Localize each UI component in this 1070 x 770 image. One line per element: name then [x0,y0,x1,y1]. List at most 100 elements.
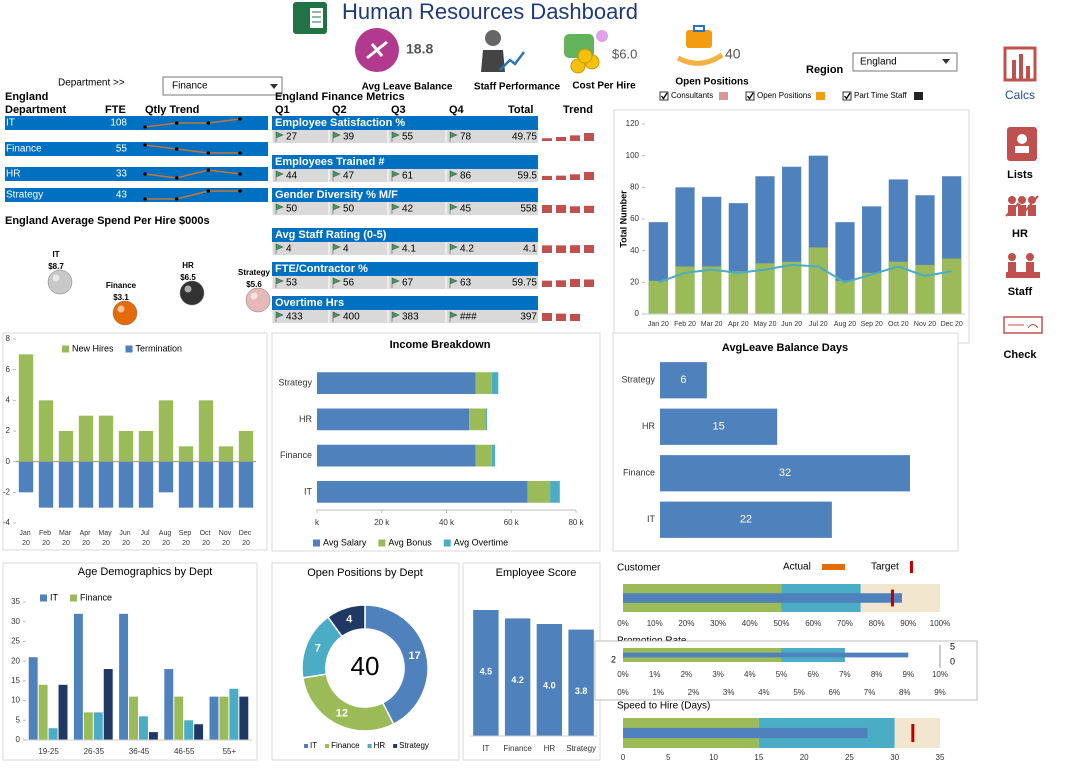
sparkline [144,169,241,179]
bar [209,696,219,740]
kpi-label: Cost Per Hire [572,81,636,92]
legend-swatch [40,594,47,602]
x-tick-label: Dec 20 [941,321,963,328]
data-label: 12 [336,707,348,719]
nav-icon [1028,205,1036,216]
metric-value: 53 [286,278,298,289]
sparkline-point [143,143,147,147]
bar [194,724,204,740]
flag-icon [332,170,341,181]
department-name: Strategy [6,190,43,201]
x-tick-label: Jul 20 [141,530,152,547]
trend-bar [584,172,594,180]
bar [78,461,94,508]
trend-bar [542,138,552,141]
y-tick-label: IT [304,486,313,496]
department-value: Finance [172,81,208,92]
bar [83,712,93,740]
bar [728,271,748,314]
metric-values [272,169,538,182]
metric-total: 397 [520,312,537,323]
x-tick-label: Jan 20 [19,530,32,547]
bar [38,400,54,462]
trend-bar [570,135,580,141]
x-tick-label-line: 20 [242,540,250,547]
flag-icon [275,203,284,214]
nav-icon [1008,262,1016,272]
legend-swatch [443,539,451,547]
metric-value: ### [460,312,477,323]
bar [888,261,908,314]
data-label: 4.5 [480,666,493,676]
y-tick-label: HR [299,414,312,424]
column-header: Total [508,104,533,116]
x-tick-label-line: Nov [219,530,233,537]
x-tick-label: 80 k [568,518,584,527]
metric-header [272,155,538,169]
x-tick-label: 9% [903,670,915,679]
legend-swatch [325,744,330,748]
metric-value: 42 [402,204,414,215]
legend-swatch [125,345,133,353]
sparkline [144,144,240,154]
spend-value: $3.1 [113,293,129,302]
x-tick-label-line: 20 [62,540,70,547]
bar [239,696,249,740]
nav-label: Calcs [1005,88,1035,102]
bar [648,280,668,314]
x-tick-label: Aug 20 [159,530,173,547]
y-tick-label: 20 [11,656,20,665]
metric-values [272,130,538,143]
toggle-checkbox[interactable] [842,91,852,101]
flag-icon [449,203,458,214]
metric-value: 86 [460,171,472,182]
y-tick-label: Finance [280,450,312,460]
bar [198,400,214,462]
x-tick-label-line: Sep [179,530,193,537]
x-tick-label: Sep 20 [861,321,883,328]
sparkline [145,190,240,200]
bar [317,408,470,431]
y-tick-label: -4 [3,518,11,527]
flag-icon [391,170,400,181]
metric-values [272,242,538,255]
trend-bar [570,174,580,180]
chart-title: Open Positions by Dept [307,567,423,579]
x-tick-label: 26-35 [84,747,105,756]
metric-value: 44 [286,171,298,182]
legend-label: Finance [331,741,360,750]
x-tick-label: Dec 20 [239,530,253,547]
flag-icon [449,131,458,142]
x-tick-label: Oct 20 [888,321,909,328]
kpi-icon [676,52,724,66]
nav-label: Lists [1007,169,1033,181]
metric-value: 4.2 [460,244,474,255]
x-tick-label: Strategy [566,744,596,753]
flag-icon [332,203,341,214]
sparkline-point [174,147,179,151]
x-tick-label: 80% [869,619,885,628]
overlay-label: 0 [950,656,955,666]
toggle-checkbox[interactable] [659,91,669,101]
bar [527,481,551,503]
nav-icon [1026,262,1034,272]
x-tick-label: 2% [681,670,693,679]
x-tick-label-line: 20 [202,540,210,547]
data-label: 17 [408,650,420,662]
legend-swatch [70,594,77,602]
nav-label: Check [1003,349,1037,361]
x-tick-label-line: Dec [239,530,253,537]
legend-label: HR [374,741,386,750]
toggle-checkbox[interactable] [745,91,755,101]
metric-value: 78 [460,132,472,143]
column-header: Q2 [332,104,347,116]
x-tick-label-line: Jan [19,530,32,537]
bar [164,669,174,740]
x-tick-label: Oct 20 [200,530,213,547]
spend-category: Finance [106,281,137,290]
x-tick-label: 70% [837,619,853,628]
trend-bar [542,175,552,180]
trend-bar [570,245,580,253]
department-label: Department >> [58,78,125,89]
x-tick-label-line: Oct [200,530,213,537]
